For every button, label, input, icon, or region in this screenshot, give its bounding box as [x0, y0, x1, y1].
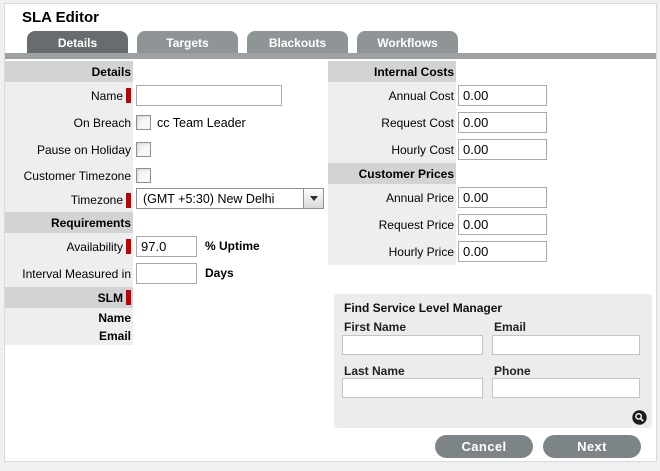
cancel-button[interactable]: Cancel	[435, 435, 533, 458]
tab-underline-bar	[5, 53, 656, 59]
request-price-label: Request Price	[378, 217, 454, 232]
request-cost-input[interactable]	[458, 112, 547, 133]
timezone-select[interactable]: (GMT +5:30) New Delhi	[136, 188, 324, 209]
request-cost-label: Request Cost	[381, 115, 454, 130]
find-slm-title: Find Service Level Manager	[344, 301, 503, 315]
annual-price-label: Annual Price	[385, 190, 454, 205]
hourly-price-label: Hourly Price	[388, 244, 454, 259]
annual-cost-label: Annual Cost	[388, 88, 454, 103]
availability-input[interactable]	[136, 236, 197, 257]
tab-details[interactable]: Details	[27, 31, 128, 54]
last-name-input[interactable]	[342, 378, 483, 398]
last-name-label: Last Name	[344, 364, 405, 378]
hourly-price-input[interactable]	[458, 241, 547, 262]
search-button[interactable]	[632, 410, 647, 425]
availability-unit-label: % Uptime	[205, 239, 260, 253]
chevron-down-icon	[309, 196, 318, 201]
phone-label: Phone	[494, 364, 531, 378]
customer-timezone-checkbox[interactable]	[136, 168, 151, 183]
slm-email-label: Email	[98, 329, 131, 343]
first-name-input[interactable]	[342, 335, 483, 355]
timezone-selected-value: (GMT +5:30) New Delhi	[143, 191, 275, 206]
required-marker-icon	[126, 88, 131, 103]
section-header-internal-costs: Internal Costs	[328, 61, 456, 82]
pause-on-holiday-field	[136, 136, 151, 163]
timezone-label: Timezone	[5, 188, 131, 212]
section-header-details: Details	[5, 61, 133, 82]
page-title: SLA Editor	[22, 9, 99, 26]
email-label: Email	[494, 320, 527, 334]
find-slm-panel: Find Service Level Manager First Name Em…	[334, 294, 652, 428]
email-input[interactable]	[492, 335, 640, 355]
cc-team-leader-checkbox[interactable]	[136, 115, 151, 130]
name-field-label: Name	[5, 82, 131, 109]
customer-timezone-label: Customer Timezone	[23, 168, 131, 183]
sla-editor-panel: SLA Editor Details Targets Blackouts Wor…	[4, 3, 657, 462]
tab-workflows[interactable]: Workflows	[357, 31, 458, 54]
dropdown-arrow-button[interactable]	[303, 189, 323, 208]
first-name-label: First Name	[344, 320, 407, 334]
pause-on-holiday-checkbox[interactable]	[136, 142, 151, 157]
pause-on-holiday-label: Pause on Holiday	[36, 142, 131, 157]
annual-cost-input[interactable]	[458, 85, 547, 106]
section-header-customer-prices: Customer Prices	[328, 163, 456, 184]
hourly-cost-label: Hourly Cost	[391, 142, 454, 157]
required-marker-icon	[126, 290, 131, 305]
tab-blackouts[interactable]: Blackouts	[247, 31, 348, 54]
required-marker-icon	[126, 239, 131, 254]
interval-unit-label: Days	[205, 266, 234, 280]
slm-name-label: Name	[98, 310, 131, 325]
cc-team-leader-label: cc Team Leader	[157, 115, 246, 130]
section-header-requirements: Requirements	[5, 212, 133, 233]
interval-measured-input[interactable]	[136, 263, 197, 284]
customer-timezone-field	[136, 163, 151, 188]
on-breach-field: cc Team Leader	[136, 109, 246, 136]
required-marker-icon	[126, 192, 131, 208]
section-header-slm: SLM	[5, 287, 133, 308]
tab-bar: Details Targets Blackouts Workflows	[27, 31, 458, 54]
request-price-input[interactable]	[458, 214, 547, 235]
on-breach-label: On Breach	[73, 115, 131, 130]
hourly-cost-input[interactable]	[458, 139, 547, 160]
availability-label: Availability	[5, 233, 131, 260]
annual-price-input[interactable]	[458, 187, 547, 208]
tab-targets[interactable]: Targets	[137, 31, 238, 54]
name-input[interactable]	[136, 85, 282, 106]
next-button[interactable]: Next	[543, 435, 641, 458]
phone-input[interactable]	[492, 378, 640, 398]
interval-measured-label: Interval Measured in	[22, 266, 131, 281]
search-icon	[632, 410, 647, 425]
